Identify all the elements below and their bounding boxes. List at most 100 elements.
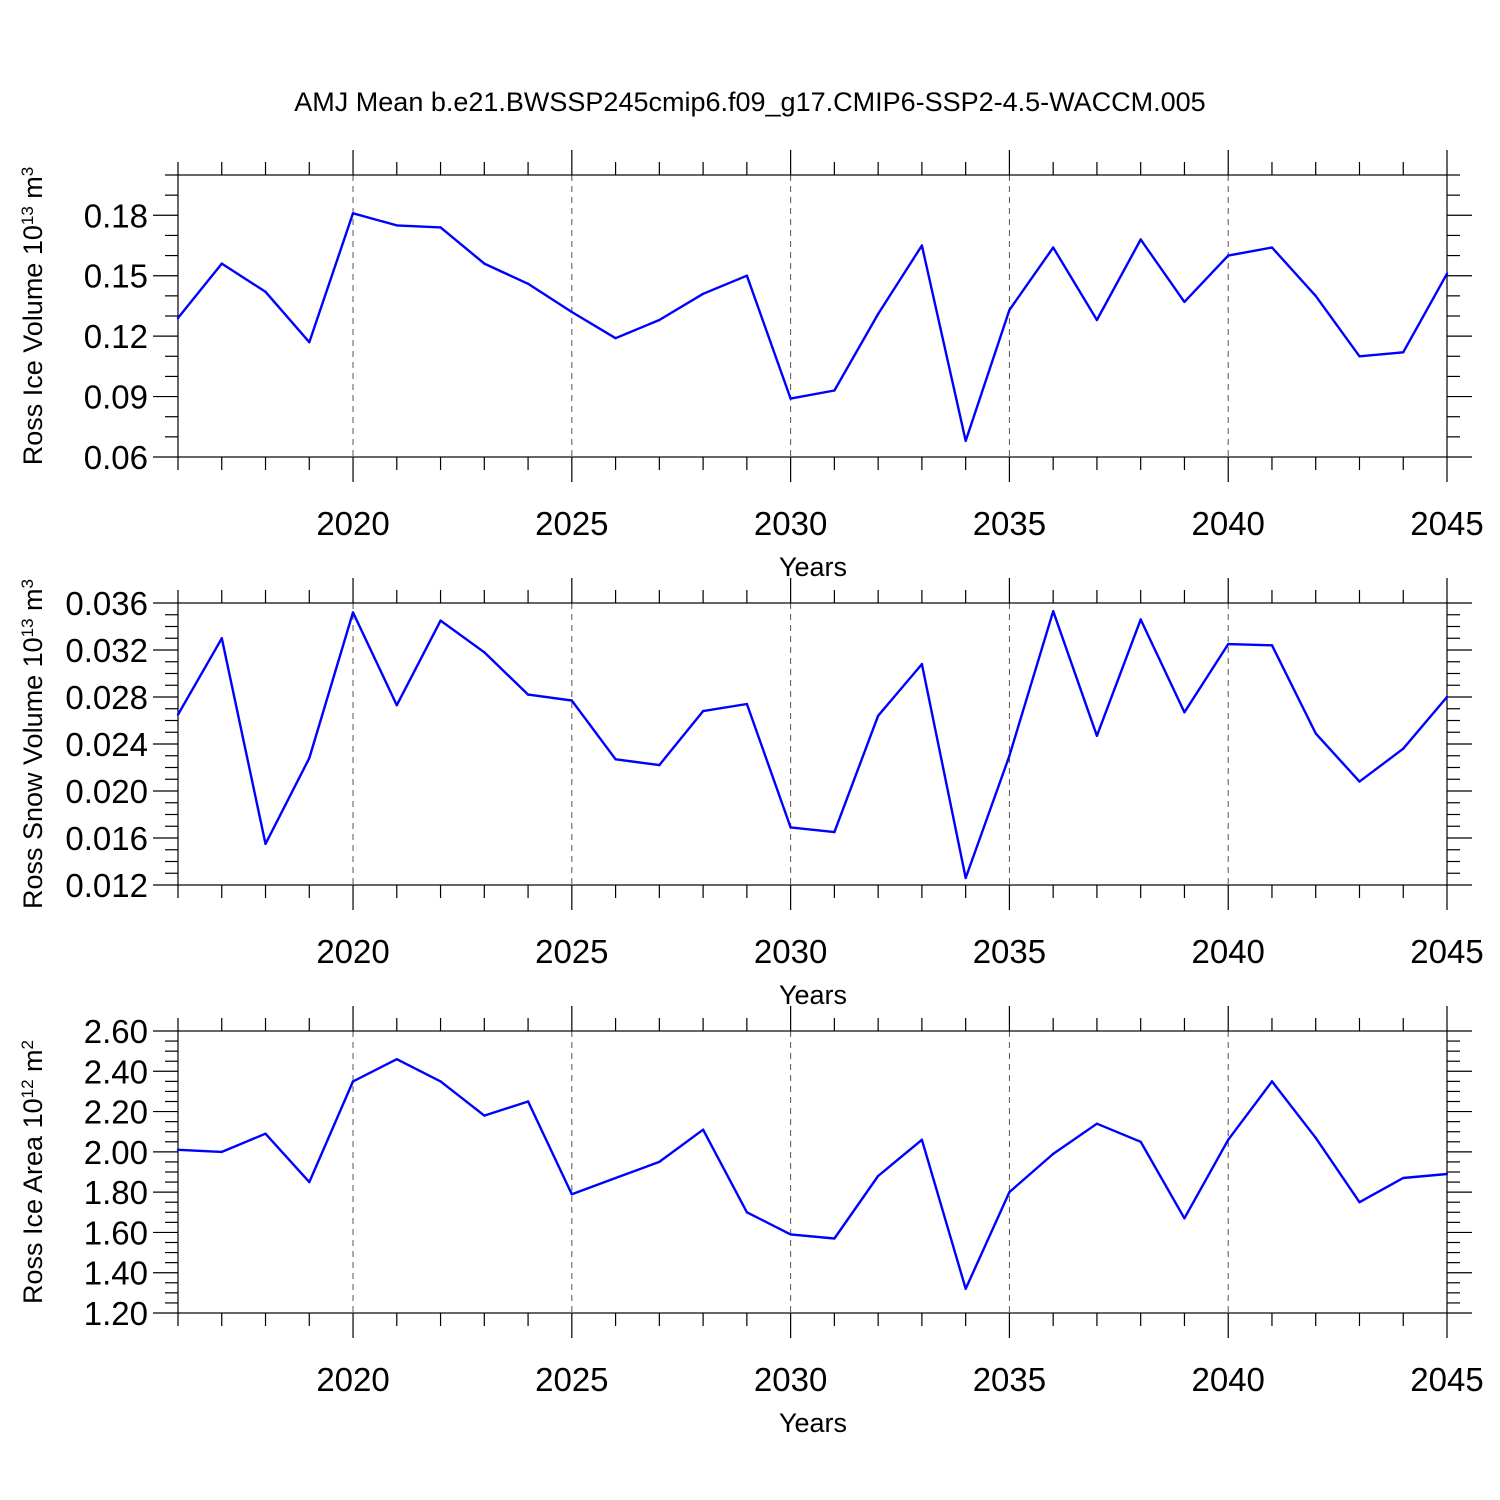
data-point xyxy=(745,1211,749,1214)
series-line xyxy=(177,1057,1448,1291)
data-point xyxy=(570,1192,574,1196)
series-line xyxy=(177,212,1449,443)
data-point xyxy=(745,702,749,706)
x-tick-label: 2035 xyxy=(973,505,1046,542)
data-point xyxy=(1445,1172,1449,1176)
x-tick-label: 2030 xyxy=(754,1361,827,1398)
x-axis-label: Years xyxy=(779,552,847,582)
data-point xyxy=(1183,300,1186,304)
data-point xyxy=(220,637,223,640)
data-point xyxy=(351,1080,355,1083)
data-point xyxy=(176,713,180,716)
series-line xyxy=(176,610,1448,880)
data-point xyxy=(526,1100,530,1103)
data-point xyxy=(483,1114,486,1117)
data-point xyxy=(1270,246,1274,249)
y-tick-label: 0.036 xyxy=(65,585,148,622)
data-point xyxy=(220,1150,223,1154)
data-point xyxy=(526,282,530,285)
y-tick-label: 0.016 xyxy=(65,820,148,857)
data-point xyxy=(1358,780,1361,783)
data-point xyxy=(658,763,661,767)
x-tick-label: 2025 xyxy=(535,933,608,970)
data-point xyxy=(964,439,967,443)
y-tick-label: 0.06 xyxy=(84,439,148,476)
data-point xyxy=(964,876,967,880)
data-point xyxy=(1445,272,1449,275)
data-point xyxy=(308,1180,311,1184)
data-point xyxy=(1051,1152,1055,1156)
y-tick-label: 0.12 xyxy=(84,318,148,355)
data-point xyxy=(1402,1176,1405,1180)
y-tick-label: 2.00 xyxy=(84,1134,148,1171)
y-tick-label: 2.60 xyxy=(84,1013,148,1050)
data-point xyxy=(1051,246,1055,249)
x-tick-label: 2035 xyxy=(973,933,1046,970)
data-point xyxy=(1314,1136,1317,1139)
data-point xyxy=(1008,1190,1011,1194)
panel-3: 1.201.40 1.601.802.002.20 2.402.60 2020 2025… xyxy=(18,1006,1484,1438)
data-point xyxy=(1095,734,1099,737)
data-point xyxy=(1139,618,1142,621)
data-point xyxy=(483,262,486,265)
data-point xyxy=(439,1080,442,1083)
data-point xyxy=(526,693,530,696)
x-tick-label: 2025 xyxy=(535,1361,608,1398)
data-point xyxy=(308,340,311,344)
data-point xyxy=(570,699,574,702)
data-point xyxy=(1095,1122,1099,1125)
y-tick-label: 0.18 xyxy=(84,197,148,234)
data-point xyxy=(176,1148,180,1152)
x-tick-label: 2040 xyxy=(1191,505,1264,542)
data-point xyxy=(1270,1080,1274,1083)
panel-1: 0.06 0.09 0.12 0.15 0.18 2020 2025 2030 2035 2040… xyxy=(18,150,1484,582)
data-point xyxy=(964,1287,967,1291)
data-point xyxy=(789,1233,792,1236)
data-point xyxy=(1051,610,1055,613)
x-tick-label: 2020 xyxy=(316,505,389,542)
data-point xyxy=(701,292,705,296)
y-axis-label: Ross Ice Volume 1013 m3 xyxy=(18,167,49,466)
y-tick-label: 0.032 xyxy=(65,632,148,669)
data-point xyxy=(439,619,442,622)
y-tick-label: 1.20 xyxy=(84,1295,148,1332)
data-point xyxy=(1008,754,1011,757)
data-point xyxy=(833,830,836,834)
data-point xyxy=(1183,1217,1186,1220)
x-tick-label: 2020 xyxy=(316,1361,389,1398)
data-point xyxy=(745,274,749,277)
data-point xyxy=(220,262,223,265)
x-tick-label: 2020 xyxy=(316,933,389,970)
y-tick-label: 0.020 xyxy=(65,773,148,810)
data-point xyxy=(1270,644,1274,647)
data-point xyxy=(1095,318,1099,322)
data-point xyxy=(614,336,617,340)
x-tick-label: 2045 xyxy=(1410,933,1483,970)
data-point xyxy=(701,709,705,713)
x-tick-label: 2045 xyxy=(1410,1361,1483,1398)
y-tick-label: 1.60 xyxy=(84,1214,148,1251)
data-point xyxy=(1358,1201,1361,1204)
y-axis-label: Ross Ice Area 1012 m2 xyxy=(18,1040,49,1304)
x-axis-label: Years xyxy=(779,1408,847,1438)
x-tick-label: 2045 xyxy=(1410,505,1483,542)
data-point xyxy=(1358,355,1361,358)
y-tick-label: 2.40 xyxy=(84,1053,148,1090)
data-point xyxy=(876,312,880,316)
y-tick-label: 0.09 xyxy=(84,379,148,416)
data-point xyxy=(351,611,355,614)
data-point xyxy=(395,704,398,707)
data-point xyxy=(833,1237,836,1240)
data-point xyxy=(701,1128,705,1131)
y-axis-label: Ross Snow Volume 1013 m3 xyxy=(18,579,49,909)
data-point xyxy=(833,389,836,392)
data-point xyxy=(789,397,792,400)
data-point xyxy=(1008,308,1011,312)
data-point xyxy=(1314,294,1317,298)
x-tick-label: 2040 xyxy=(1191,933,1264,970)
y-tick-label: 2.20 xyxy=(84,1094,148,1131)
panel-2: 0.012 0.016 0.020 0.024 0.028 0.032 0.036 2020 2… xyxy=(18,578,1484,1010)
data-point xyxy=(1402,351,1405,354)
y-tick-label: 1.40 xyxy=(84,1255,148,1292)
